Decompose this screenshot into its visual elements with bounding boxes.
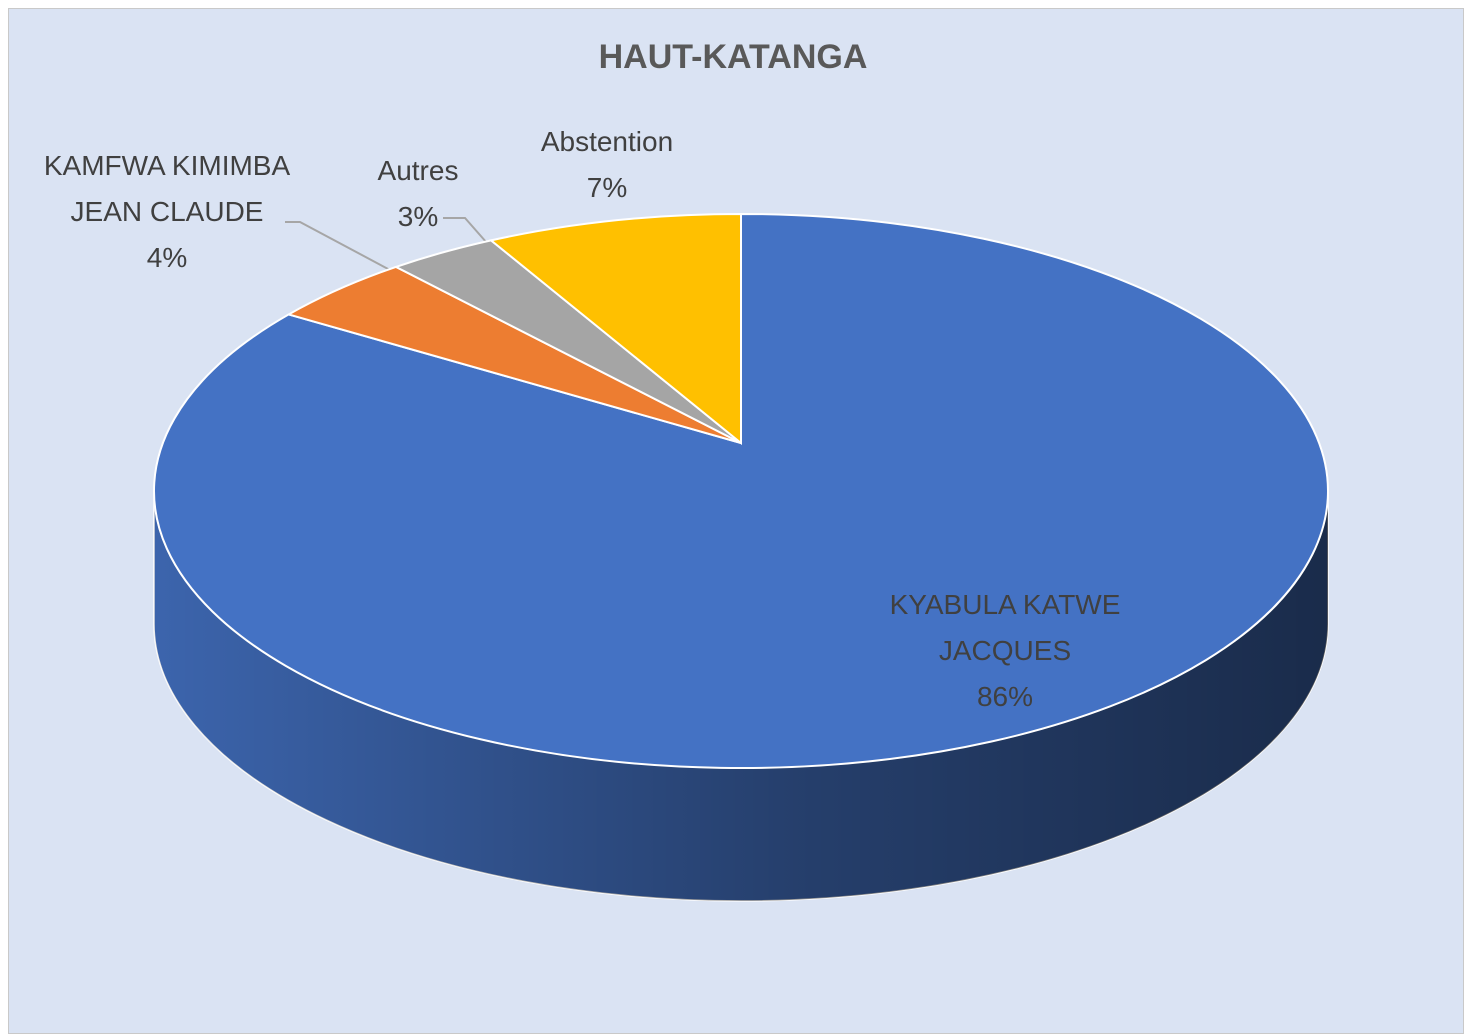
category-label: Autres (377, 155, 459, 186)
category-label: KYABULA KATWE JACQUES (889, 589, 1121, 666)
category-label: Abstention (540, 126, 674, 157)
value-label: 86% (976, 681, 1034, 712)
data-label: KAMFWA KIMIMBA JEAN CLAUDE 4% (40, 143, 294, 281)
value-label: 4% (146, 242, 188, 273)
chart-title: HAUT-KATANGA (598, 38, 868, 76)
slice (488, 212, 742, 446)
leader-line (443, 217, 488, 244)
data-label: Autres 3% (348, 148, 488, 240)
slice-side-shade (154, 491, 1328, 901)
slice (153, 212, 1329, 769)
value-label: 3% (397, 201, 439, 232)
value-label: 7% (586, 172, 628, 203)
category-label: KAMFWA KIMIMBA JEAN CLAUDE (43, 150, 291, 227)
data-label: Abstention 7% (507, 119, 707, 211)
data-label: KYABULA KATWE JACQUES 86% (840, 582, 1170, 720)
leader-line (285, 221, 391, 271)
